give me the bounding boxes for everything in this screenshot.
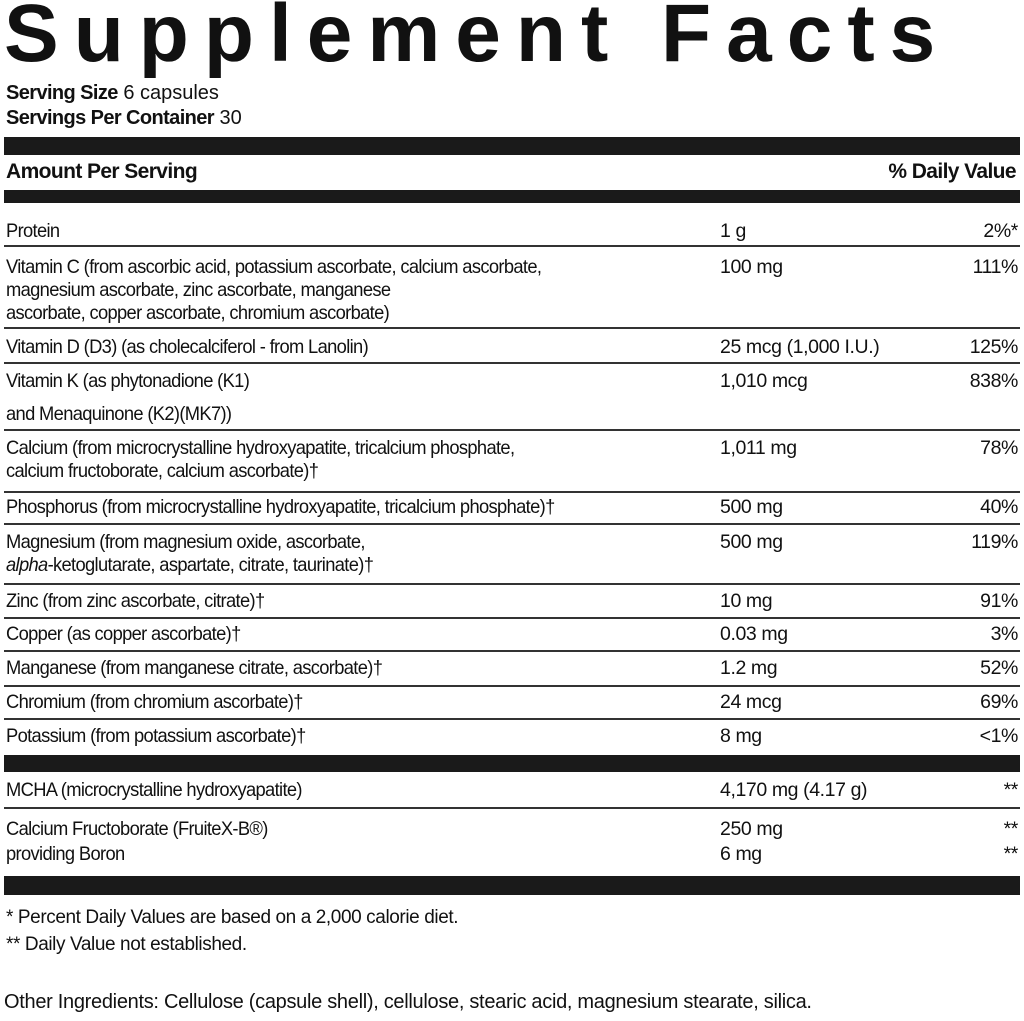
daily-value-header: % Daily Value	[888, 160, 1016, 183]
nutrient-amount: 0.03 mg	[720, 623, 788, 645]
nutrient-amount: 10 mg	[720, 590, 773, 612]
row-divider	[4, 617, 1020, 619]
row-divider	[4, 523, 1020, 525]
nutrient-dv: <1%	[979, 725, 1019, 747]
ingredient-name: MCHA (microcrystalline hydroxyapatite)	[6, 779, 303, 801]
row-divider	[4, 429, 1020, 431]
nutrient-dv: 78%	[980, 437, 1018, 459]
servings-per-container: Servings Per Container 30	[6, 107, 242, 130]
nutrient-name: Zinc (from zinc ascorbate, citrate)†	[6, 590, 265, 612]
nutrient-dv: 91%	[980, 590, 1018, 612]
row-divider	[4, 245, 1020, 247]
row-divider	[4, 807, 1020, 809]
nutrient-name: Calcium (from microcrystalline hydroxyap…	[6, 437, 515, 482]
nutrient-name-line: Magnesium (from magnesium oxide, ascorba…	[6, 531, 366, 553]
nutrient-dv: 119%	[971, 531, 1018, 553]
row-divider	[4, 491, 1020, 493]
nutrient-amount: 1,010 mcg	[720, 370, 808, 392]
nutrient-name: Chromium (from chromium ascorbate)†	[6, 691, 303, 713]
row-divider	[4, 362, 1020, 364]
table-header: Amount Per Serving % Daily Value	[6, 158, 1017, 188]
label-title: Supplement Facts	[4, 0, 951, 79]
ingredient-amount: 250 mg 6 mg	[720, 818, 783, 865]
nutrient-name: Vitamin K (as phytonadione (K1) and Mena…	[6, 370, 250, 425]
nutrient-dv: 2%*	[983, 220, 1018, 242]
nutrient-name: Vitamin D (D3) (as cholecalciferol - fro…	[6, 336, 369, 358]
nutrient-dv: 838%	[969, 370, 1019, 392]
nutrient-name-italic: alpha	[6, 554, 48, 576]
ingredient-name: Calcium Fructoborate (FruiteX-B®) provid…	[6, 818, 268, 865]
amount-per-serving-header: Amount Per Serving	[6, 160, 198, 183]
row-divider	[4, 650, 1020, 652]
nutrient-amount: 100 mg	[720, 256, 783, 278]
other-ingredients: Other Ingredients: Cellulose (capsule sh…	[4, 991, 812, 1013]
nutrient-name: Potassium (from potassium ascorbate)†	[6, 725, 306, 747]
thick-divider	[4, 190, 1020, 203]
nutrient-amount: 500 mg	[720, 531, 783, 553]
serving-size: Serving Size 6 capsules	[6, 82, 219, 105]
nutrient-dv: 52%	[980, 657, 1018, 679]
nutrient-amount: 1.2 mg	[720, 657, 778, 679]
thick-divider	[4, 755, 1020, 772]
ingredient-amount: 4,170 mg (4.17 g)	[720, 779, 868, 801]
nutrient-name: Protein	[6, 220, 60, 242]
serving-size-value: 6 capsules	[123, 82, 219, 104]
servings-per-container-label: Servings Per Container	[6, 107, 215, 129]
footnote: ** Daily Value not established.	[6, 934, 247, 955]
nutrient-dv: 69%	[980, 691, 1018, 713]
footnote: * Percent Daily Values are based on a 2,…	[6, 907, 459, 928]
nutrient-name: Phosphorus (from microcrystalline hydrox…	[6, 496, 555, 518]
nutrient-amount: 1,011 mg	[720, 437, 797, 459]
nutrient-name: Copper (as copper ascorbate)†	[6, 623, 241, 645]
nutrient-amount: 25 mcg (1,000 I.U.)	[720, 336, 880, 358]
row-divider	[4, 685, 1020, 687]
serving-size-label: Serving Size	[6, 82, 118, 104]
servings-per-container-value: 30	[219, 107, 242, 129]
nutrient-dv: 3%	[990, 623, 1019, 645]
thick-divider	[4, 137, 1020, 155]
nutrient-amount: 1 g	[720, 220, 746, 242]
row-divider	[4, 327, 1020, 329]
row-divider	[4, 583, 1020, 585]
thick-divider	[4, 876, 1020, 895]
nutrient-dv: 125%	[969, 336, 1019, 358]
nutrient-name: Magnesium (from magnesium oxide, ascorba…	[6, 531, 374, 577]
nutrient-amount: 500 mg	[720, 496, 783, 518]
nutrient-name-line: -ketoglutarate, aspartate, citrate, taur…	[47, 554, 374, 576]
nutrient-dv: 40%	[980, 496, 1018, 518]
nutrient-amount: 8 mg	[720, 725, 762, 747]
nutrient-name: Manganese (from manganese citrate, ascor…	[6, 657, 383, 679]
ingredient-dv: **	[1003, 779, 1019, 801]
row-divider	[4, 718, 1020, 720]
nutrient-dv: 111%	[972, 256, 1019, 278]
nutrient-amount: 24 mcg	[720, 691, 782, 713]
nutrient-name: Vitamin C (from ascorbic acid, potassium…	[6, 256, 542, 324]
ingredient-dv: ** **	[1003, 818, 1019, 865]
